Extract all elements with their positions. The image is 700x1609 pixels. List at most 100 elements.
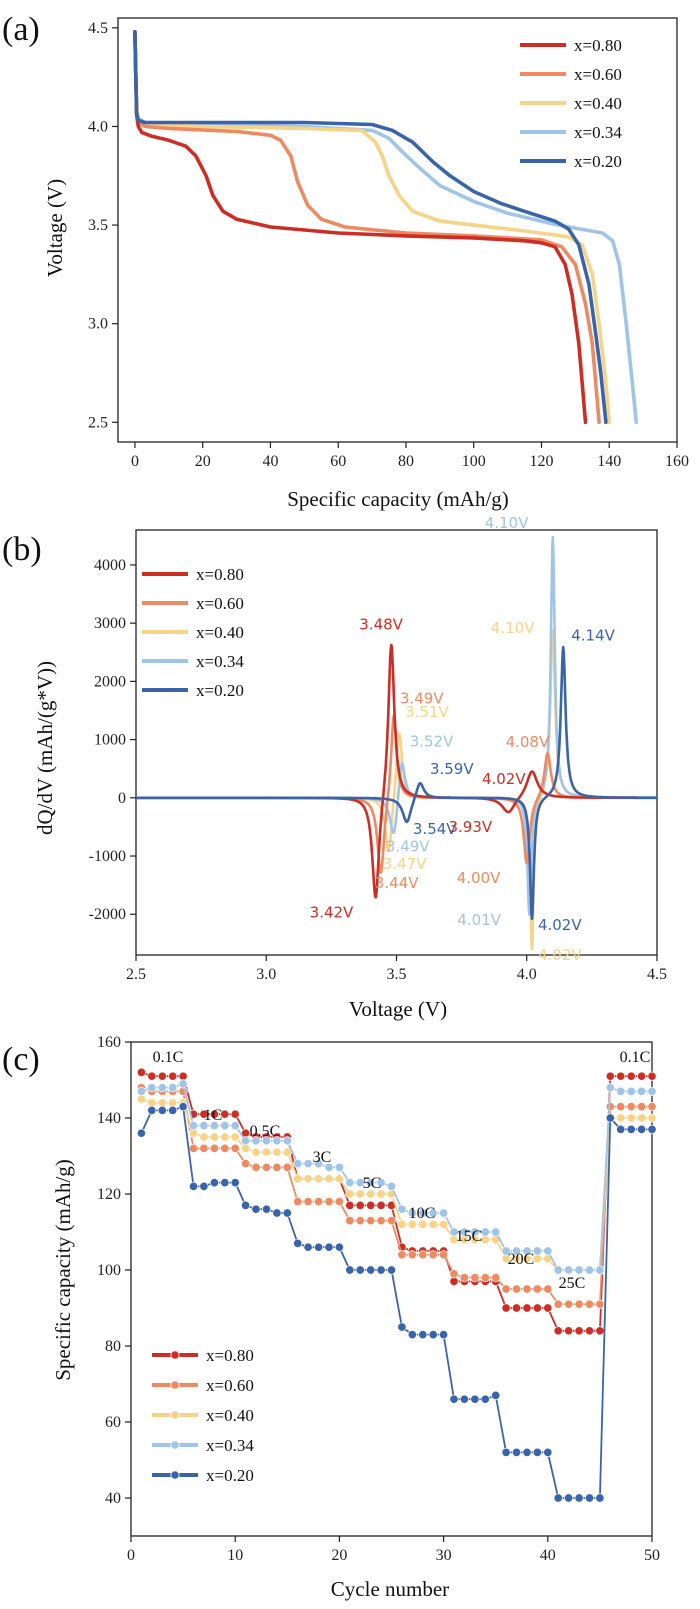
chart-c-rate-capability: 0 10 20 30 40 50 40 60 80 100 120 140 160 0.1C 1C 0.5C 3… [97,1034,660,1564]
chart-c-data-point [595,1493,605,1503]
chart-c-data-point [230,1109,240,1119]
chart-c-data-point [459,1394,469,1404]
chart-c-data-point [188,1121,199,1131]
chart-c-data-point [251,1204,261,1214]
chart-b-legend-label: x=0.80 [196,565,244,584]
chart-c-data-point [418,1208,428,1218]
chart-c-data-point [511,1284,522,1294]
chart-c-data-point [199,1143,209,1153]
chart-c-x-tick-label: 50 [644,1547,660,1564]
chart-c-legend-marker [170,1410,180,1420]
chart-c-data-point [293,1174,303,1184]
chart-c-data-point [584,1299,595,1309]
chart-c-x-tick-label: 20 [331,1547,347,1564]
chart-c-legend-label: x=0.40 [206,1406,254,1425]
chart-c-x-tick-label: 40 [540,1547,556,1564]
chart-c-data-point [261,1136,272,1146]
chart-c-x-tick-label: 10 [227,1547,243,1564]
chart-c-data-point [449,1227,459,1237]
chart-c-data-point [136,1067,146,1077]
chart-c-data-point [564,1299,574,1309]
chart-c-data-point [178,1102,188,1112]
chart-c-data-point [272,1147,282,1157]
chart-c-y-tick-label: 80 [105,1338,121,1355]
chart-c-data-point [334,1197,344,1207]
chart-c-data-point [178,1079,188,1089]
chart-c-data-point [324,1174,334,1184]
chart-b-peak-label: 4.10V [485,514,529,532]
chart-c-data-point [282,1136,292,1146]
chart-c-data-point [553,1299,563,1309]
chart-b-x-tick-label: 3.5 [387,966,407,983]
chart-c-data-point [428,1219,438,1229]
chart-c-data-point [397,1219,407,1229]
chart-c-data-point [418,1250,428,1260]
chart-c-data-point [355,1216,365,1226]
chart-c-data-point [491,1273,501,1283]
chart-c-data-point [574,1265,584,1275]
chart-c-data-point [345,1265,355,1275]
chart-c-data-point [501,1303,511,1313]
chart-b-series-line [136,629,657,951]
chart-c-data-point [480,1227,490,1237]
chart-c-data-point [480,1394,490,1404]
chart-b-peak-label: 4.10V [491,619,535,637]
chart-c-data-point [251,1162,261,1172]
chart-c-data-point [188,1143,199,1153]
chart-c-data-point [251,1147,261,1157]
chart-c-data-point [345,1178,355,1188]
chart-c-data-point [230,1132,240,1142]
chart-c-data-point [595,1265,605,1275]
chart-c-data-point [647,1086,657,1096]
chart-c-data-point [178,1071,188,1081]
chart-c-data-point [543,1447,553,1457]
chart-c-data-point [261,1162,272,1172]
chart-c-data-point [157,1083,167,1093]
chart-b-peak-label: 3.52V [410,732,454,750]
chart-c-data-point [168,1083,178,1093]
chart-c-data-point [637,1124,647,1134]
chart-b-peak-label: 3.51V [405,703,449,721]
chart-a-x-tick-label: 80 [398,453,414,470]
chart-c-data-point [491,1390,501,1400]
chart-c-data-point [459,1273,469,1283]
chart-c-y-tick-label: 140 [97,1110,121,1127]
chart-c-data-point [532,1246,542,1256]
chart-c-y-tick-label: 120 [97,1186,121,1203]
chart-c-data-point [564,1493,574,1503]
chart-c-rate-label: 15C [456,1228,483,1245]
chart-a-series-line [133,30,601,425]
chart-a-legend-label: x=0.80 [574,36,622,55]
chart-c-y-tick-label: 100 [97,1262,121,1279]
chart-c-data-point [314,1242,324,1252]
chart-c-data-point [345,1189,355,1199]
chart-a-x-axis-title: Specific capacity (mAh/g) [287,487,509,511]
chart-c-data-point [366,1189,376,1199]
chart-b-y-axis-title: dQ/dV (mAh/(g*V)) [33,661,57,835]
chart-c-rate-label: 0.1C [153,1049,184,1066]
chart-c-data-point [366,1200,376,1210]
chart-b-legend-label: x=0.20 [196,681,244,700]
chart-c-data-point [522,1303,532,1313]
chart-c-data-point [355,1200,365,1210]
chart-c-data-point [230,1143,240,1153]
chart-c-data-point [553,1493,563,1503]
chart-c-data-point [355,1189,365,1199]
chart-c-data-point [480,1235,490,1245]
chart-c-rate-label: 20C [508,1251,535,1268]
chart-a-x-tick-label: 160 [665,453,689,470]
chart-c-data-point [188,1181,199,1191]
chart-b-peak-label: 4.00V [457,869,501,887]
chart-c-data-point [564,1265,574,1275]
chart-c-data-point [553,1326,563,1336]
chart-c-data-point [220,1143,230,1153]
chart-c-data-point [543,1303,553,1313]
chart-c-rate-label: 3C [313,1149,332,1166]
chart-c-data-point [407,1250,417,1260]
chart-b-peak-label: 3.48V [359,616,403,634]
chart-b-y-tick-label: 1000 [94,732,126,749]
chart-c-data-point [324,1197,334,1207]
chart-c-data-point [334,1242,344,1252]
chart-c-data-point [532,1284,542,1294]
chart-c-data-point [584,1326,595,1336]
